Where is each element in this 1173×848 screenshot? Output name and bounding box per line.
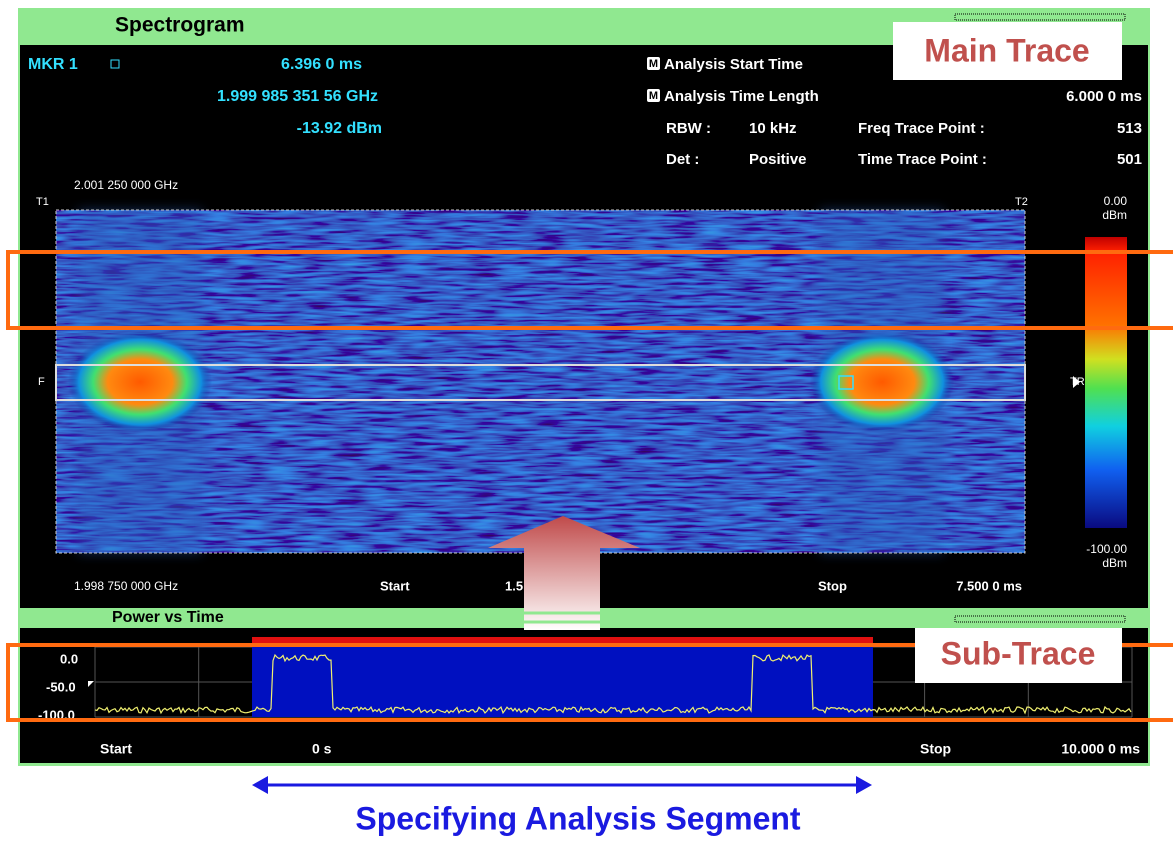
- analysis-segment: [252, 647, 873, 717]
- setting-value: 513: [1117, 120, 1142, 137]
- scale-bottom: -100.00: [1086, 542, 1127, 556]
- m-icon: [647, 89, 660, 102]
- ref-marker: [88, 681, 94, 687]
- start-value: 0 s: [312, 741, 332, 757]
- marker: [838, 375, 854, 390]
- segment-bar: [252, 637, 873, 645]
- stop-label: Stop: [920, 741, 951, 757]
- setting-value: 10 kHz: [749, 120, 797, 137]
- span-arrowhead: [252, 776, 268, 794]
- freq-bottom: 1.998 750 000 GHz: [74, 579, 178, 593]
- setting-label: Analysis Time Length: [664, 88, 819, 105]
- main-trace-box: [6, 250, 1173, 330]
- y-label: -50.0: [46, 679, 76, 694]
- trig-arrow: [1073, 376, 1080, 388]
- m-icon: [647, 57, 660, 70]
- stop-value: 10.000 0 ms: [1061, 741, 1140, 757]
- setting-label: Time Trace Point :: [858, 151, 987, 168]
- sub-trace-label: Sub-Trace: [941, 635, 1096, 671]
- setting-label: Det :: [666, 151, 699, 168]
- burst: [810, 332, 954, 432]
- t2-label: T2: [1015, 196, 1028, 208]
- sub-trace-callout: [915, 628, 1122, 683]
- burst: [68, 332, 212, 432]
- marker-icon: [110, 59, 120, 69]
- start-value: 1.5: [505, 578, 523, 593]
- t1-label: T1: [36, 196, 49, 208]
- marker-level: -13.92 dBm: [297, 120, 382, 137]
- marker-freq: 1.999 985 351 56 GHz: [217, 88, 378, 105]
- setting-value: 501: [1117, 151, 1142, 168]
- main-trace-callout: [893, 22, 1122, 80]
- pvt-title: Power vs Time: [112, 609, 224, 626]
- panel-tab: [954, 615, 1126, 623]
- setting-value: 6.000 0 ms: [1066, 88, 1142, 105]
- span-arrowhead: [856, 776, 872, 794]
- stop-label: Stop: [818, 578, 847, 593]
- marker-label: MKR 1: [28, 56, 78, 73]
- panel-tab: [954, 13, 1126, 21]
- m-icon-text: M: [649, 58, 658, 70]
- start-label: Start: [100, 741, 132, 757]
- scale-unit: dBm: [1102, 556, 1127, 570]
- up-arrow: [488, 516, 640, 630]
- panel-title: Spectrogram: [115, 14, 245, 37]
- freq-window: [55, 364, 1026, 401]
- scale-top: 0.00: [1104, 194, 1128, 208]
- m-icon-text: M: [649, 90, 658, 102]
- color-scale: [1085, 237, 1127, 528]
- f-label: F: [38, 376, 45, 388]
- sub-trace-box: [6, 643, 1173, 722]
- start-label: Start: [380, 578, 410, 593]
- setting-value: Positive: [749, 151, 807, 168]
- freq-top: 2.001 250 000 GHz: [74, 178, 178, 192]
- segment-label: Specifying Analysis Segment: [355, 800, 801, 836]
- main-trace-label: Main Trace: [924, 32, 1089, 68]
- power-trace: [94, 653, 1132, 715]
- setting-label: RBW :: [666, 120, 711, 137]
- marker-time: 6.396 0 ms: [281, 56, 362, 73]
- setting-label: Analysis Start Time: [664, 56, 803, 73]
- scale-unit: dBm: [1102, 208, 1127, 222]
- y-label: 0.0: [60, 651, 78, 666]
- setting-label: Freq Trace Point :: [858, 120, 985, 137]
- stop-value: 7.500 0 ms: [956, 578, 1022, 593]
